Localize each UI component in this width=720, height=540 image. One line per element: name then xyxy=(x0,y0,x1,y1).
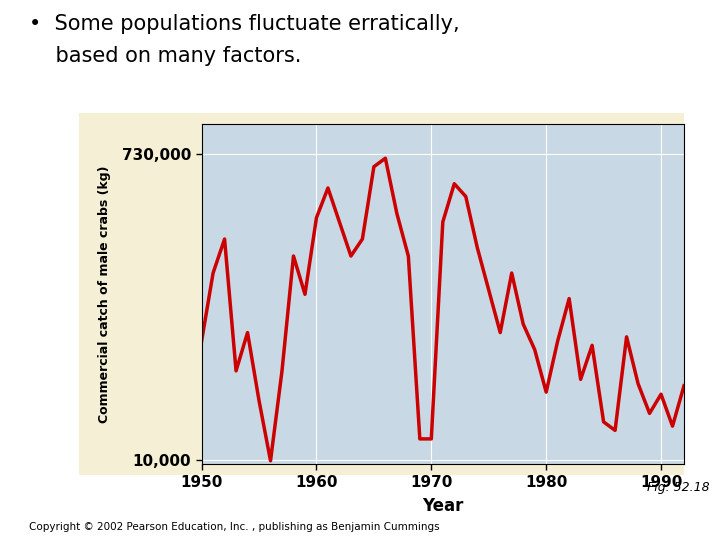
Text: Fig. 52.18: Fig. 52.18 xyxy=(647,481,709,494)
Text: Copyright © 2002 Pearson Education, Inc. , publishing as Benjamin Cummings: Copyright © 2002 Pearson Education, Inc.… xyxy=(29,522,439,532)
Text: •  Some populations fluctuate erratically,: • Some populations fluctuate erratically… xyxy=(29,14,459,33)
X-axis label: Year: Year xyxy=(422,497,464,515)
Text: based on many factors.: based on many factors. xyxy=(29,46,301,66)
Text: Commercial catch of male crabs (kg): Commercial catch of male crabs (kg) xyxy=(98,166,111,423)
